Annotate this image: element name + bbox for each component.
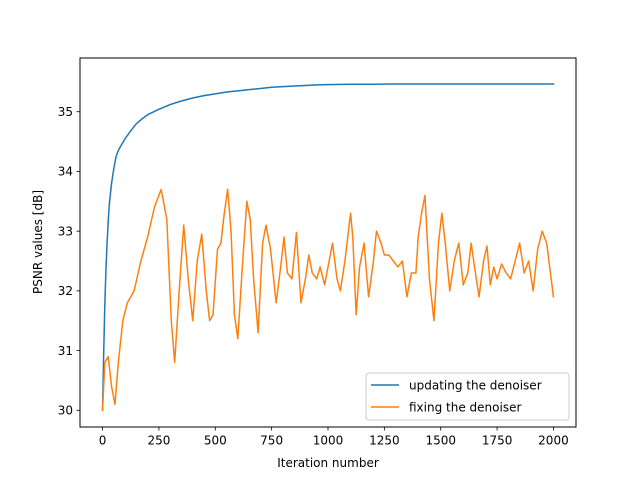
plot-lines xyxy=(101,83,555,412)
y-tick-label: 34 xyxy=(58,165,73,179)
x-axis-label: Iteration number xyxy=(277,456,379,470)
y-axis-label: PSNR values [dB] xyxy=(31,190,45,294)
y-tick-label: 31 xyxy=(58,344,73,358)
y-tick-label: 32 xyxy=(58,284,73,298)
legend-label-updating: updating the denoiser xyxy=(409,379,542,393)
y-tick-label: 30 xyxy=(58,404,73,418)
legend: updating the denoiser fixing the denoise… xyxy=(365,372,570,421)
x-tick-label: 500 xyxy=(204,434,227,448)
x-tick-label: 1250 xyxy=(369,434,400,448)
y-tick-label: 33 xyxy=(58,224,73,238)
x-axis-ticks: 0 250 500 750 1000 1250 1500 1750 2000 xyxy=(99,427,569,448)
x-tick-label: 0 xyxy=(99,434,107,448)
y-axis-ticks: 30 31 32 33 34 35 xyxy=(58,105,80,418)
x-tick-label: 2000 xyxy=(538,434,569,448)
x-tick-label: 1500 xyxy=(425,434,456,448)
x-tick-label: 1750 xyxy=(482,434,513,448)
x-tick-label: 750 xyxy=(260,434,283,448)
series-line-fixing xyxy=(101,188,555,412)
x-tick-label: 1000 xyxy=(313,434,344,448)
legend-label-fixing: fixing the denoiser xyxy=(409,401,521,415)
x-tick-label: 250 xyxy=(147,434,170,448)
legend-box xyxy=(365,372,570,421)
series-line-updating xyxy=(101,83,555,412)
y-tick-label: 35 xyxy=(58,105,73,119)
